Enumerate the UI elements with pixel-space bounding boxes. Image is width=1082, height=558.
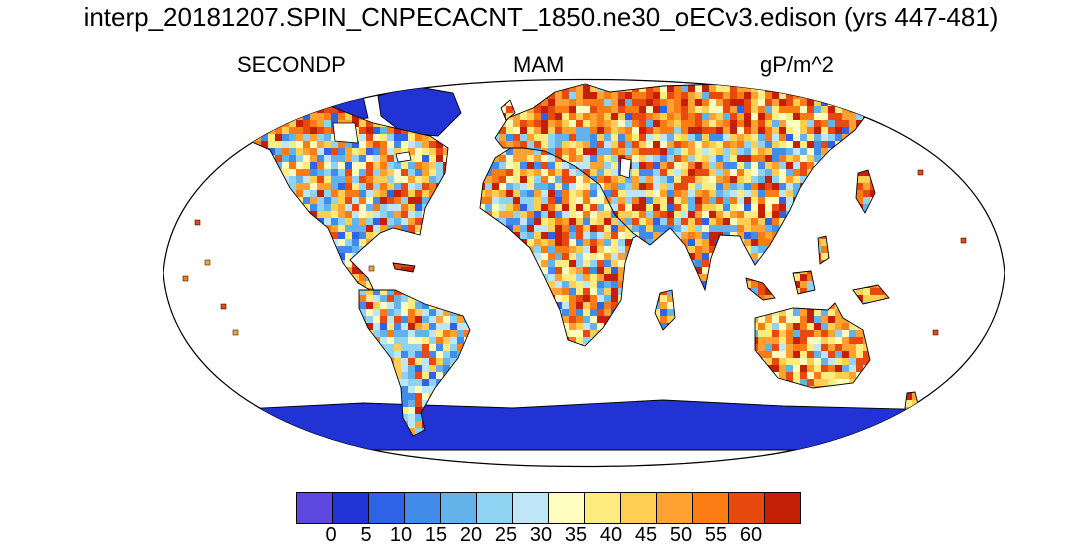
colorbar-tick-label: 0: [325, 524, 337, 546]
colorbar: [296, 492, 801, 524]
colorbar-cell: [296, 492, 333, 524]
colorbar-cell: [764, 492, 801, 524]
colorbar-tick-label: 45: [634, 524, 658, 546]
world-map: [162, 78, 1006, 468]
colorbar-tick-label: 10: [389, 524, 413, 546]
colorbar-cell: [692, 492, 729, 524]
world-map-svg: [162, 78, 1006, 468]
units-label: gP/m^2: [760, 52, 834, 77]
colorbar-cell: [404, 492, 441, 524]
colorbar-cell: [440, 492, 477, 524]
colorbar-tick-label: 60: [739, 524, 763, 546]
colorbar-tick-label: 55: [704, 524, 728, 546]
colorbar-tick-label: 5: [360, 524, 372, 546]
variable-label: SECONDP: [237, 52, 346, 77]
colorbar-cell: [584, 492, 621, 524]
colorbar-tick-label: 40: [599, 524, 623, 546]
colorbar-cell: [620, 492, 657, 524]
colorbar-tick-label: 25: [494, 524, 518, 546]
colorbar-tick-labels: 0 5 10 15 20 25 30 35 40 45 50 55 60: [296, 524, 787, 548]
colorbar-tick-label: 30: [529, 524, 553, 546]
plot-title: interp_20181207.SPIN_CNPECACNT_1850.ne30…: [83, 2, 999, 32]
colorbar-tick-label: 50: [669, 524, 693, 546]
colorbar-cell: [548, 492, 585, 524]
colorbar-cell: [332, 492, 369, 524]
colorbar-cell: [656, 492, 693, 524]
colorbar-tick-label: 20: [459, 524, 483, 546]
season-label: MAM: [513, 52, 565, 77]
colorbar-tick-label: 35: [564, 524, 588, 546]
colorbar-cell: [476, 492, 513, 524]
colorbar-cell: [368, 492, 405, 524]
colorbar-cell: [512, 492, 549, 524]
colorbar-cell: [728, 492, 765, 524]
colorbar-tick-label: 15: [424, 524, 448, 546]
